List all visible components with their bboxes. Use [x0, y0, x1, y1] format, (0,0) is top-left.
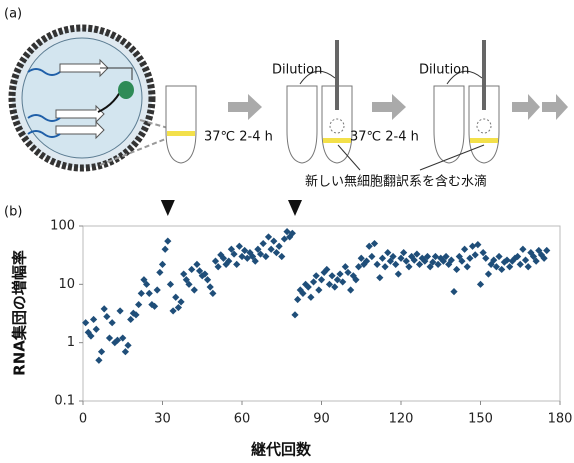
point [474, 241, 481, 248]
point [347, 286, 354, 293]
x-tick-label: 60 [234, 412, 251, 427]
point [376, 274, 383, 281]
dilution-label: Dilution [272, 63, 322, 78]
point [98, 348, 105, 355]
point [466, 255, 473, 262]
point [543, 247, 550, 254]
point [453, 266, 460, 273]
point [93, 326, 100, 333]
y-tick-label: 0.1 [54, 394, 75, 409]
point [260, 240, 267, 247]
point [135, 301, 142, 308]
point [95, 357, 102, 364]
point [318, 276, 325, 283]
x-tick-label: 150 [468, 412, 493, 427]
point [162, 246, 169, 253]
point [450, 288, 457, 295]
point [103, 313, 110, 320]
point [461, 246, 468, 253]
point [517, 261, 524, 268]
panel-label: (a) [4, 7, 22, 22]
cell-diagram [12, 28, 168, 168]
point [193, 261, 200, 268]
point [368, 253, 375, 260]
point [172, 294, 179, 301]
point [294, 296, 301, 303]
point [167, 281, 174, 288]
point [156, 269, 163, 276]
point [122, 348, 129, 355]
point [315, 286, 322, 293]
point [477, 281, 484, 288]
y-tick-label: 100 [50, 219, 75, 234]
x-tick-label: 180 [548, 412, 573, 427]
point [276, 243, 283, 250]
point [519, 246, 526, 253]
point [313, 272, 320, 279]
point [291, 311, 298, 318]
x-tick-label: 90 [313, 412, 330, 427]
point [236, 243, 243, 250]
point [278, 253, 285, 260]
point [124, 342, 131, 349]
incubation-label: 37℃ 2-4 h [204, 130, 273, 145]
point [485, 270, 492, 277]
process-arrows [228, 94, 568, 120]
point [164, 238, 171, 245]
point [127, 316, 134, 323]
point [117, 307, 124, 314]
point [188, 266, 195, 273]
plot-frame [83, 226, 560, 401]
point [233, 261, 240, 268]
point [154, 286, 161, 293]
point [379, 255, 386, 262]
point [207, 283, 214, 290]
point [374, 261, 381, 268]
point [384, 249, 391, 256]
incubation-label: 37℃ 2-4 h [350, 130, 419, 145]
point [310, 278, 317, 285]
x-axis-label: 継代回数 [251, 441, 312, 459]
point [270, 238, 277, 245]
point [395, 270, 402, 277]
panel-label: (b) [4, 205, 22, 220]
point [109, 319, 116, 326]
point [472, 251, 479, 258]
y-tick-label: 1 [67, 335, 75, 350]
passage-arrow [288, 200, 302, 216]
point [146, 290, 153, 297]
point [522, 257, 529, 264]
point [138, 290, 145, 297]
point [209, 290, 216, 297]
point [268, 246, 275, 253]
x-tick-label: 0 [79, 412, 87, 427]
point [495, 253, 502, 260]
point [90, 316, 97, 323]
point [106, 334, 113, 341]
x-tick-label: 30 [154, 412, 171, 427]
point [469, 243, 476, 250]
droplet-note: 新しい無細胞翻訳系を含む水滴 [305, 174, 487, 190]
x-tick-label: 120 [389, 412, 414, 427]
point [273, 249, 280, 256]
point [329, 272, 336, 279]
point [265, 233, 272, 240]
point [170, 307, 177, 314]
y-axis-label: RNA集団の増幅率 [11, 250, 29, 376]
figure: (a) Dilution Dilution 37℃ 2-4 [0, 0, 574, 463]
point [101, 305, 108, 312]
point [307, 294, 314, 301]
passage-arrow [161, 200, 175, 216]
point [191, 286, 198, 293]
dilution-label: Dilution [419, 63, 469, 78]
point [525, 263, 532, 270]
point [382, 263, 389, 270]
point [159, 261, 166, 268]
y-tick-label: 10 [58, 277, 75, 292]
tubes [166, 40, 499, 163]
point [464, 263, 471, 270]
